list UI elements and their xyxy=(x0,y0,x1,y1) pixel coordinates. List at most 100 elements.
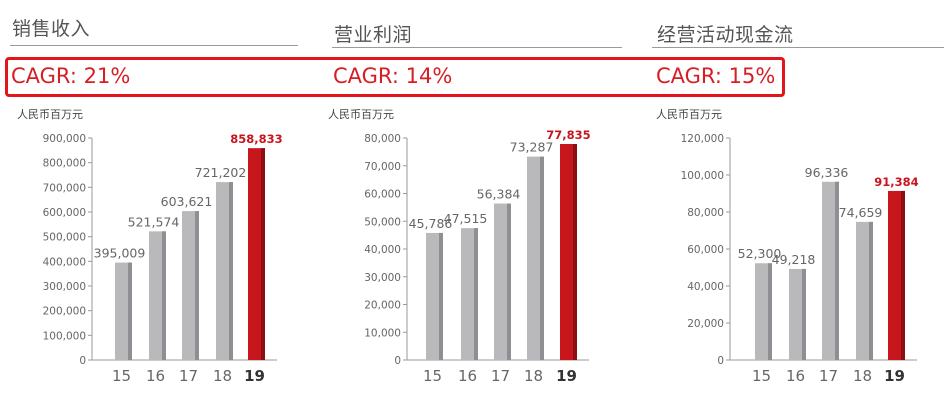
y-tick-label: 50,000 xyxy=(364,216,401,228)
value-label: 96,336 xyxy=(805,165,849,180)
y-tick-label: 20,000 xyxy=(364,300,401,312)
bar-shade xyxy=(162,231,166,360)
unit-label-operating-profit: 人民币百万元 xyxy=(328,108,394,121)
y-tick-label: 0 xyxy=(394,355,401,367)
bar-shade xyxy=(195,211,199,360)
bar xyxy=(856,221,873,360)
bar-shade xyxy=(901,190,905,360)
y-tick-label: 500,000 xyxy=(43,232,86,244)
y-tick-label: 0 xyxy=(717,355,724,367)
heading-operating-cashflow: 经营活动现金流 xyxy=(657,24,794,46)
bar-shade xyxy=(128,262,132,360)
bar xyxy=(822,181,839,360)
y-tick-label: 0 xyxy=(79,355,86,367)
bar-shade xyxy=(261,148,265,360)
category-label: 19 xyxy=(244,367,265,385)
revenue-bar-chart: 0 100,000 200,000 300,000 400,000 500,000 600,… xyxy=(43,132,283,385)
bar xyxy=(182,211,199,360)
y-tick-label: 10,000 xyxy=(364,327,401,339)
heading-revenue-rule xyxy=(10,45,298,46)
cagr-highlight-box xyxy=(5,57,785,97)
bar xyxy=(461,228,478,360)
category-label: 17 xyxy=(179,367,198,385)
y-tick-label: 30,000 xyxy=(364,272,401,284)
y-tick-label: 20,000 xyxy=(687,318,724,330)
y-tick-label: 80,000 xyxy=(687,207,724,219)
value-label: 77,835 xyxy=(546,128,590,142)
value-label: 521,574 xyxy=(128,214,180,229)
category-label: 17 xyxy=(819,367,838,385)
category-label: 15 xyxy=(423,367,442,385)
value-label: 47,515 xyxy=(444,211,488,226)
unit-label-revenue: 人民币百万元 xyxy=(17,108,83,121)
value-label: 73,287 xyxy=(510,140,554,155)
y-tick-label: 700,000 xyxy=(43,182,86,194)
category-label: 15 xyxy=(752,367,771,385)
value-label: 49,218 xyxy=(772,252,816,267)
heading-operating-profit: 营业利润 xyxy=(334,24,413,46)
y-tick-label: 40,000 xyxy=(364,244,401,256)
value-label: 52,300 xyxy=(738,246,782,261)
heading-revenue: 销售收入 xyxy=(12,18,91,40)
value-label: 74,659 xyxy=(839,205,883,220)
bar-shade xyxy=(540,156,544,360)
y-tick-label: 100,000 xyxy=(681,170,724,182)
heading-operating-cashflow-rule xyxy=(652,47,944,48)
bar xyxy=(248,148,265,360)
bar xyxy=(527,156,544,360)
bar xyxy=(560,144,577,360)
category-label: 18 xyxy=(213,367,232,385)
value-label: 603,621 xyxy=(161,194,213,209)
bar-shade xyxy=(768,263,772,360)
unit-label-operating-cashflow: 人民币百万元 xyxy=(656,108,722,121)
category-label: 19 xyxy=(884,367,905,385)
y-tick-label: 60,000 xyxy=(364,189,401,201)
category-label: 16 xyxy=(146,367,165,385)
cagr-operating-profit: CAGR: 14% xyxy=(333,64,453,88)
bar xyxy=(426,232,443,360)
bar xyxy=(216,182,233,360)
y-tick-label: 800,000 xyxy=(43,158,86,170)
y-tick-label: 900,000 xyxy=(43,133,86,145)
bar-shade xyxy=(507,203,511,360)
cagr-operating-cashflow: CAGR: 15% xyxy=(656,64,776,88)
bar-shade xyxy=(802,268,806,360)
value-label: 91,384 xyxy=(874,175,918,189)
bar xyxy=(888,190,905,360)
y-tick-label: 400,000 xyxy=(43,256,86,268)
bar xyxy=(149,231,166,360)
bar xyxy=(755,263,772,360)
bar xyxy=(115,262,132,360)
y-tick-label: 100,000 xyxy=(43,330,86,342)
category-label: 16 xyxy=(458,367,477,385)
value-label: 721,202 xyxy=(195,165,247,180)
y-tick-label: 200,000 xyxy=(43,306,86,318)
bar-shade xyxy=(835,181,839,360)
value-label: 45,786 xyxy=(409,216,453,231)
bar-shade xyxy=(229,182,233,360)
heading-operating-profit-rule xyxy=(332,47,622,48)
bar-shade xyxy=(474,228,478,360)
operating-cashflow-bar-chart: 0 20,000 40,000 60,000 80,000 100,000 120,000 5… xyxy=(681,133,919,385)
value-label: 56,384 xyxy=(477,187,521,202)
y-tick-label: 600,000 xyxy=(43,207,86,219)
category-label: 17 xyxy=(491,367,510,385)
bar-shade xyxy=(439,232,443,360)
bar xyxy=(494,203,511,360)
bar-shade xyxy=(573,144,577,360)
category-label: 18 xyxy=(524,367,543,385)
bar xyxy=(789,268,806,360)
bar-shade xyxy=(869,221,873,360)
category-label: 16 xyxy=(786,367,805,385)
y-tick-label: 80,000 xyxy=(364,133,401,145)
y-tick-label: 60,000 xyxy=(687,244,724,256)
y-tick-label: 120,000 xyxy=(681,133,724,145)
y-tick-label: 40,000 xyxy=(687,281,724,293)
value-label: 858,833 xyxy=(230,132,282,146)
y-tick-label: 70,000 xyxy=(364,161,401,173)
value-label: 395,009 xyxy=(94,246,146,261)
category-label: 15 xyxy=(112,367,131,385)
category-label: 19 xyxy=(556,367,577,385)
category-label: 18 xyxy=(853,367,872,385)
y-tick-label: 300,000 xyxy=(43,281,86,293)
